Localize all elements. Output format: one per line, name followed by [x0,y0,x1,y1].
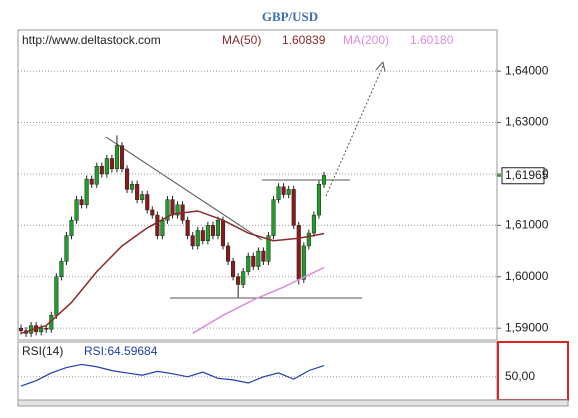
y-tick-label: 1,60000 [505,269,549,283]
candle-body [84,178,89,206]
candle-body [266,235,271,262]
candle-body [89,178,94,185]
candle-body [165,199,170,221]
candle-body [125,168,130,190]
ma50-name: MA(50) [222,33,261,47]
candle-body [241,271,246,285]
candle-body [200,230,205,242]
rsi-line [20,363,325,387]
candle-body [185,219,190,236]
candle-body [69,219,74,236]
candle-body [94,165,99,185]
rsi-value: RSI:64.59684 [84,344,158,358]
candle-body [150,209,155,216]
candle-body [276,186,281,200]
candle-body [140,194,145,200]
candle-body [114,145,120,170]
candle-body [79,199,84,206]
chart-title: GBP/USD [262,9,318,24]
y-tick-label: 1,63000 [505,115,549,129]
candle-body [135,183,140,200]
candle-body [119,145,125,170]
candle-body [195,230,200,247]
ma200-name: MA(200) [343,33,389,47]
candle-body [155,214,160,236]
current-price-label: 1,61965 [505,168,549,182]
candle-body [246,255,251,272]
candle-body [236,276,241,285]
ma-line [20,210,325,335]
candle-body [99,165,104,175]
candle-body [64,235,69,262]
candle-body [39,327,44,333]
candle-body [109,158,114,170]
candle-body [226,245,231,262]
candle-body [44,327,49,330]
candle-body [190,235,195,247]
candle-body [210,225,215,236]
candle-body [145,194,150,211]
candle-body [170,199,175,216]
ma-line [192,266,325,334]
candle-body [18,327,24,331]
y-tick-label: 1,64000 [505,63,549,77]
candle-body [296,225,301,280]
candle-body [291,189,296,226]
y-tick-label: 1,59000 [505,320,549,334]
candle-body [215,219,220,236]
candle-body [286,189,291,195]
price-panel [17,29,498,341]
y-tick-label: 1,61000 [505,218,549,232]
candle-body [316,183,321,216]
candle-body [54,276,59,316]
candle-body [251,255,256,267]
current-price-box [501,167,545,185]
candle-body [74,199,79,221]
candle-body [130,183,135,190]
candle-body [311,214,316,234]
trend-line [105,136,263,241]
y-tick-label: 50,00 [505,369,535,383]
candle-body [306,232,311,247]
candle-body [256,250,261,267]
candle-body [59,261,64,278]
candle-body [261,250,266,262]
candle-body [321,175,327,185]
arrow-head [375,61,386,73]
candle-body [301,245,306,280]
source-text: http://www.deltastock.com [22,33,161,47]
candle-body [271,199,276,236]
candle-body [231,261,236,278]
ma50-value: 1.60839 [282,33,326,47]
candle-body [175,204,180,216]
scrollbar [17,399,569,407]
ma200-value: 1.60180 [410,33,454,47]
candle-body [220,219,226,247]
rsi-name: RSI(14) [22,344,63,358]
candle-body [205,225,210,242]
candle-body [160,219,165,236]
candle-body [281,186,286,195]
candle-body [104,158,109,175]
